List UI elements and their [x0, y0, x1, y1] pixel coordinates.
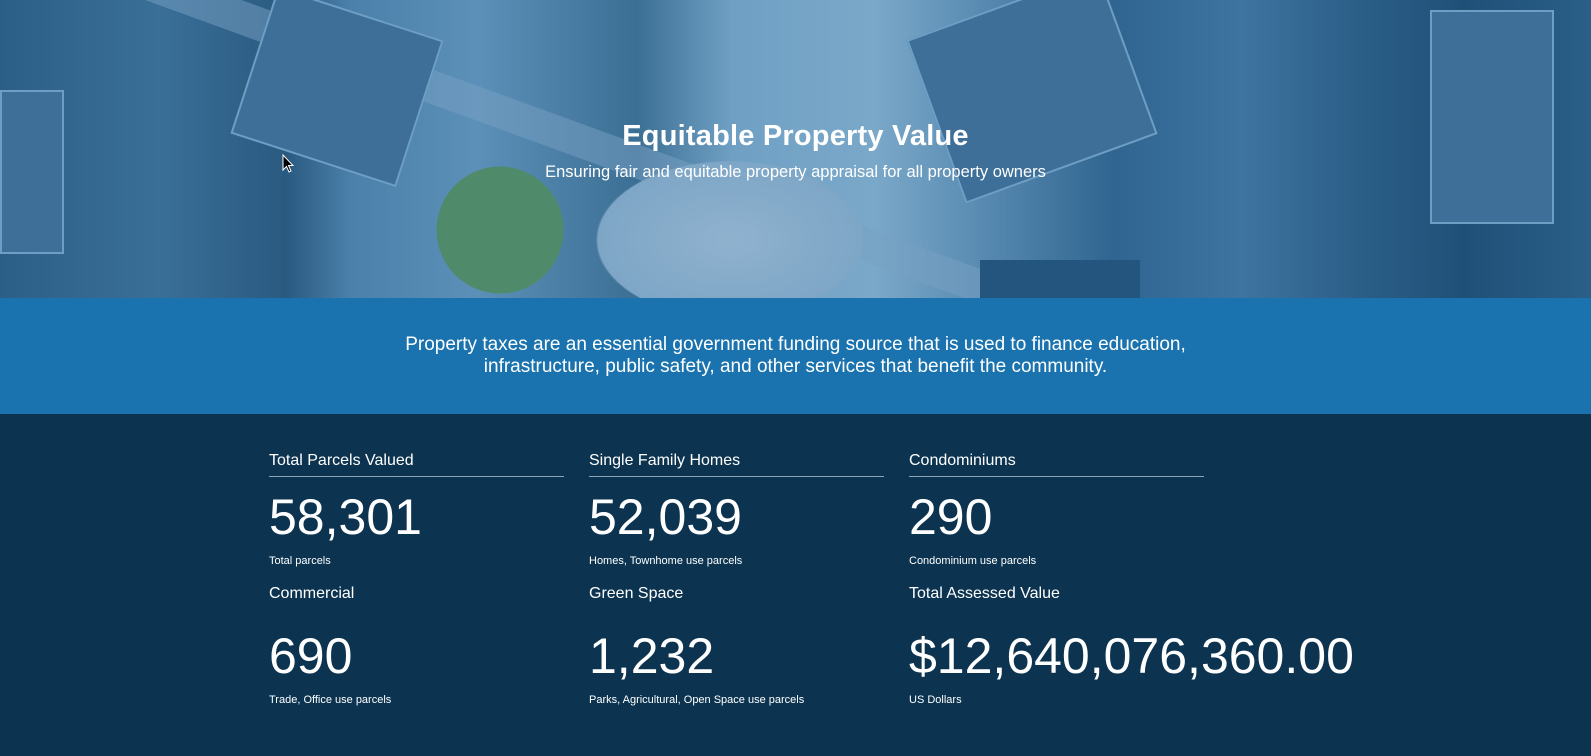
stat-card-commercial: Commercial 690 Trade, Office use parcels [269, 585, 564, 718]
stat-value: 58,301 [269, 489, 422, 545]
stat-description: Total parcels [269, 555, 331, 567]
stat-card-total-assessed-value: Total Assessed Value $12,640,076,360.00 … [909, 585, 1369, 718]
stat-value: 690 [269, 628, 353, 684]
stat-description: Homes, Townhome use parcels [589, 555, 743, 567]
hero-image-house [1430, 10, 1554, 224]
stat-title: Green Space [589, 585, 684, 602]
page-subtitle: Ensuring fair and equitable property app… [545, 163, 1046, 181]
stat-title: Commercial [269, 585, 355, 602]
stat-card-single-family: Single Family Homes 52,039 Homes, Townho… [589, 452, 884, 585]
stat-title: Condominiums [909, 452, 1204, 477]
stat-value: $12,640,076,360.00 [909, 628, 1354, 684]
stat-description: Parks, Agricultural, Open Space use parc… [589, 694, 805, 706]
hero-banner: Equitable Property Value Ensuring fair a… [0, 0, 1591, 298]
hero-image-house [980, 260, 1140, 298]
stat-title: Total Parcels Valued [269, 452, 564, 477]
page-title: Equitable Property Value [622, 120, 969, 152]
hero-image-house [0, 90, 64, 254]
stat-value: 52,039 [589, 489, 742, 545]
stat-title: Total Assessed Value [909, 585, 1060, 602]
intro-text: Property taxes are an essential governme… [405, 334, 1186, 377]
stats-section: Total Parcels Valued 58,301 Total parcel… [0, 414, 1591, 706]
stat-value: 290 [909, 489, 993, 545]
mouse-cursor-icon [282, 154, 294, 173]
stat-description: Condominium use parcels [909, 555, 1037, 567]
stat-card-condominiums: Condominiums 290 Condominium use parcels [909, 452, 1204, 585]
intro-band: Property taxes are an essential governme… [0, 298, 1591, 414]
stat-description: Trade, Office use parcels [269, 694, 392, 706]
stat-value: 1,232 [589, 628, 715, 684]
stat-title: Single Family Homes [589, 452, 884, 477]
stat-description: US Dollars [909, 694, 962, 706]
stat-card-total-parcels: Total Parcels Valued 58,301 Total parcel… [269, 452, 564, 585]
stat-card-green-space: Green Space 1,232 Parks, Agricultural, O… [589, 585, 884, 718]
